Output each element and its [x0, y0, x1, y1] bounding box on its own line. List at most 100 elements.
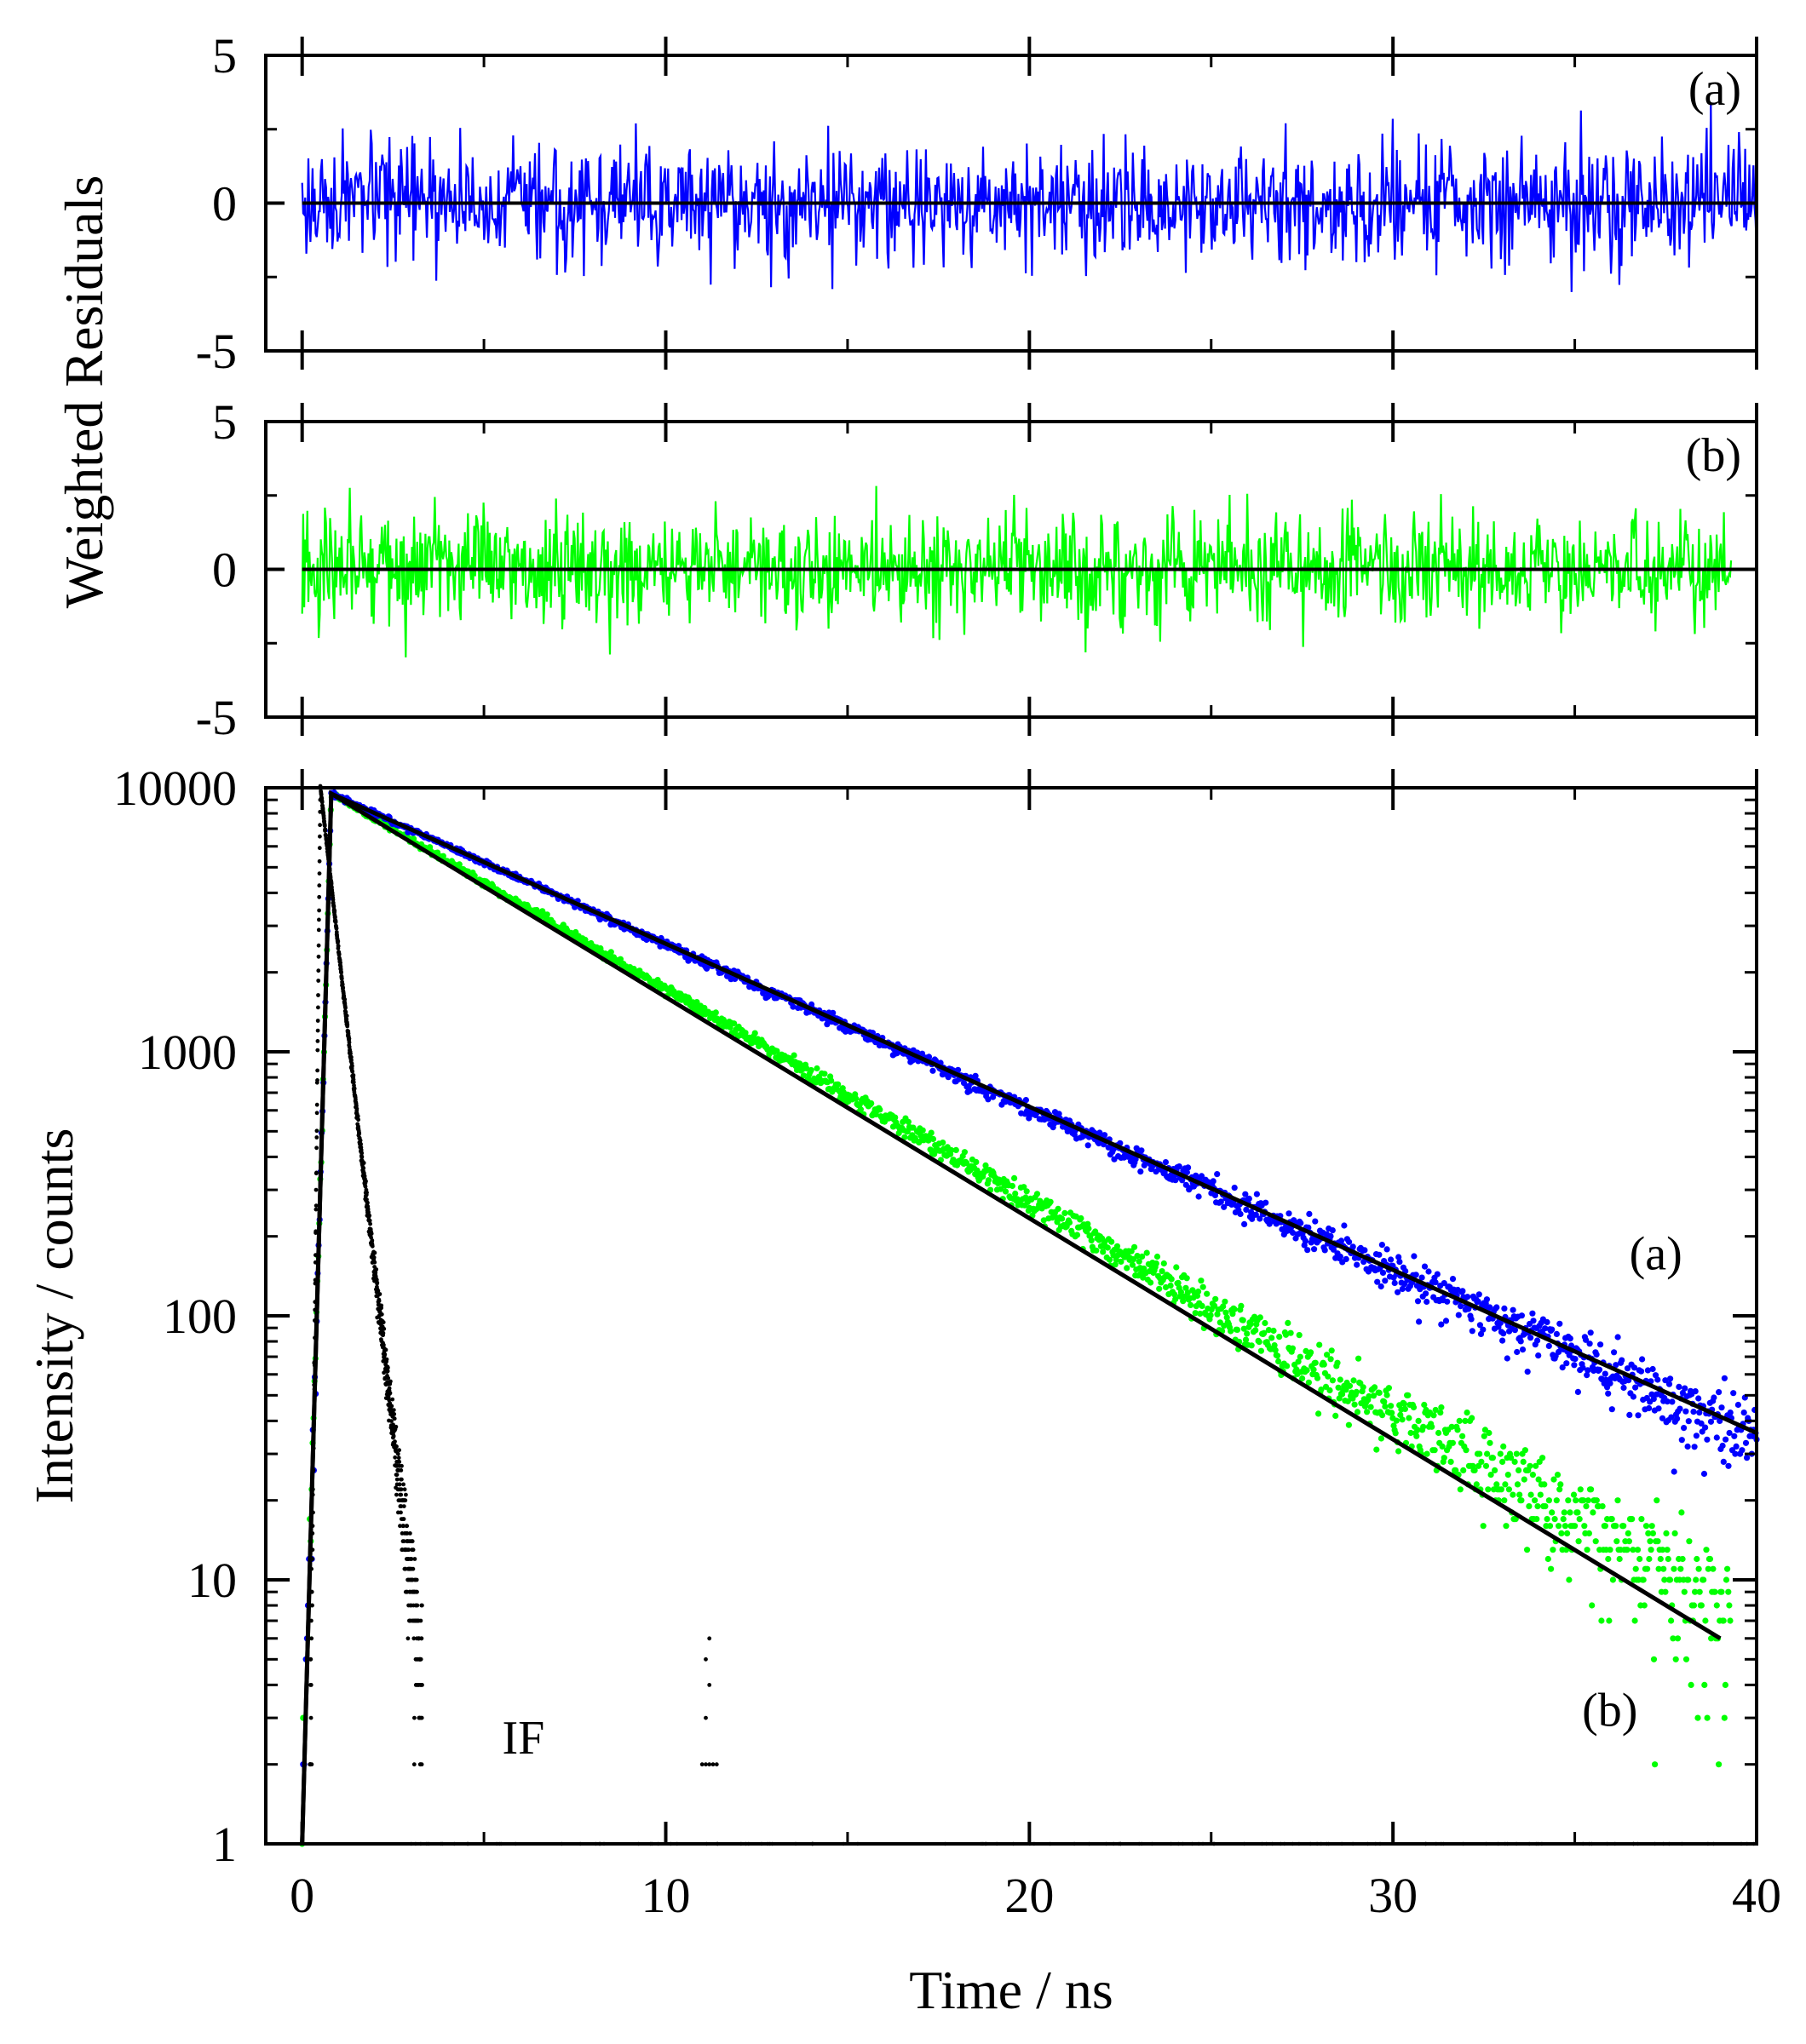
if-point	[707, 1762, 712, 1767]
decay-point	[1716, 1761, 1723, 1768]
decay-point	[1376, 1251, 1383, 1258]
if-point	[364, 1179, 368, 1184]
if-point	[333, 920, 338, 925]
decay-point	[1310, 1366, 1317, 1373]
decay-point	[1652, 1761, 1659, 1768]
decay-point	[1654, 1376, 1661, 1383]
decay-annotations: (a) (b) IF	[502, 1227, 1682, 1764]
if-point	[415, 1603, 420, 1608]
decay-point	[1100, 1249, 1107, 1255]
if-point	[316, 943, 321, 948]
decay-point	[1744, 1455, 1751, 1461]
decay-point	[1085, 1225, 1092, 1232]
decay-point	[1476, 1322, 1483, 1329]
decay-point	[1535, 1352, 1542, 1359]
decay-point	[1632, 1384, 1639, 1391]
decay-point	[1482, 1462, 1490, 1469]
decay-point	[1272, 1346, 1279, 1353]
decay-point	[1318, 1387, 1325, 1393]
decay-point	[1199, 1283, 1206, 1290]
decay-point	[1614, 1334, 1621, 1341]
decay-point	[1696, 1588, 1703, 1595]
if-point	[309, 1636, 314, 1641]
decay-point	[1266, 1220, 1273, 1227]
decay-point	[1649, 1530, 1656, 1536]
decay-point	[1073, 1232, 1081, 1238]
decay-point	[1700, 1576, 1707, 1583]
decay-point	[1560, 1516, 1567, 1523]
if-point	[397, 1482, 402, 1487]
decay-point	[1425, 1268, 1432, 1275]
decay-point	[1241, 1220, 1248, 1227]
decay-point	[1231, 1306, 1238, 1312]
if-point	[343, 1010, 348, 1014]
decay-point	[1644, 1565, 1651, 1572]
if-point	[309, 1762, 314, 1767]
decay-point	[1407, 1429, 1414, 1437]
if-point	[389, 1419, 394, 1423]
decay-point	[1284, 1363, 1291, 1369]
decay-point	[1561, 1509, 1567, 1516]
if-point	[387, 1386, 392, 1391]
decay-point	[1312, 1218, 1319, 1225]
decay-point	[1721, 1375, 1728, 1381]
decay-point	[1521, 1447, 1528, 1454]
decay-point	[1211, 1302, 1218, 1309]
if-point	[394, 1424, 399, 1429]
decay-point	[1110, 1252, 1117, 1259]
decay-point	[1475, 1298, 1481, 1305]
decay-point	[1432, 1406, 1439, 1414]
if-point	[317, 858, 322, 864]
decay-point	[940, 1140, 946, 1146]
decay-point	[1173, 1264, 1180, 1271]
decay-point	[1674, 1415, 1681, 1422]
if-point	[345, 1022, 350, 1027]
decay-point	[1657, 1555, 1664, 1563]
decay-point	[929, 1135, 937, 1142]
decay-point	[1330, 1246, 1337, 1253]
decay-point	[1308, 1349, 1314, 1356]
decay-point	[1608, 1516, 1615, 1523]
decay-point	[1521, 1476, 1527, 1483]
if-point	[375, 1280, 380, 1285]
decay-point	[1602, 1523, 1608, 1530]
decay-point	[1223, 1314, 1230, 1321]
if-point	[710, 1762, 716, 1767]
decay-point	[1327, 1232, 1334, 1240]
decay-point	[1611, 1349, 1618, 1356]
decay-point	[1577, 1486, 1584, 1493]
decay-point	[1414, 1298, 1422, 1305]
decay-point	[607, 949, 614, 956]
if-point	[393, 1455, 398, 1460]
decay-point	[1596, 1366, 1603, 1373]
if-point	[714, 1762, 719, 1767]
decay-point	[1565, 1497, 1572, 1504]
decay-point	[1549, 1509, 1556, 1516]
if-point	[314, 1102, 319, 1107]
if-point	[313, 1229, 319, 1234]
decay-point	[1682, 1656, 1690, 1662]
decay-point	[1497, 1450, 1504, 1457]
decay-point	[985, 1096, 992, 1103]
decay-point	[1195, 1193, 1202, 1200]
decay-point	[1415, 1417, 1422, 1424]
decay-point	[1469, 1328, 1475, 1335]
decay-point	[1325, 1373, 1331, 1380]
decay-point	[1179, 1177, 1186, 1184]
decay-point	[544, 911, 550, 918]
decay-point	[1167, 1282, 1174, 1289]
if-point	[308, 1656, 313, 1662]
decay-point	[1588, 1486, 1595, 1493]
decay-point	[1139, 1253, 1146, 1260]
decay-point	[1677, 1405, 1683, 1412]
decay-point	[1546, 1523, 1554, 1530]
decay-point	[1661, 1576, 1668, 1583]
decay-point	[1395, 1448, 1402, 1455]
decay-point	[1711, 1588, 1718, 1595]
decay-point	[1252, 1327, 1259, 1334]
decay-point	[1354, 1261, 1360, 1268]
decay-point	[1593, 1351, 1600, 1358]
decay-point	[1642, 1523, 1650, 1530]
if-point	[317, 883, 322, 888]
decay-point	[1217, 1198, 1224, 1205]
